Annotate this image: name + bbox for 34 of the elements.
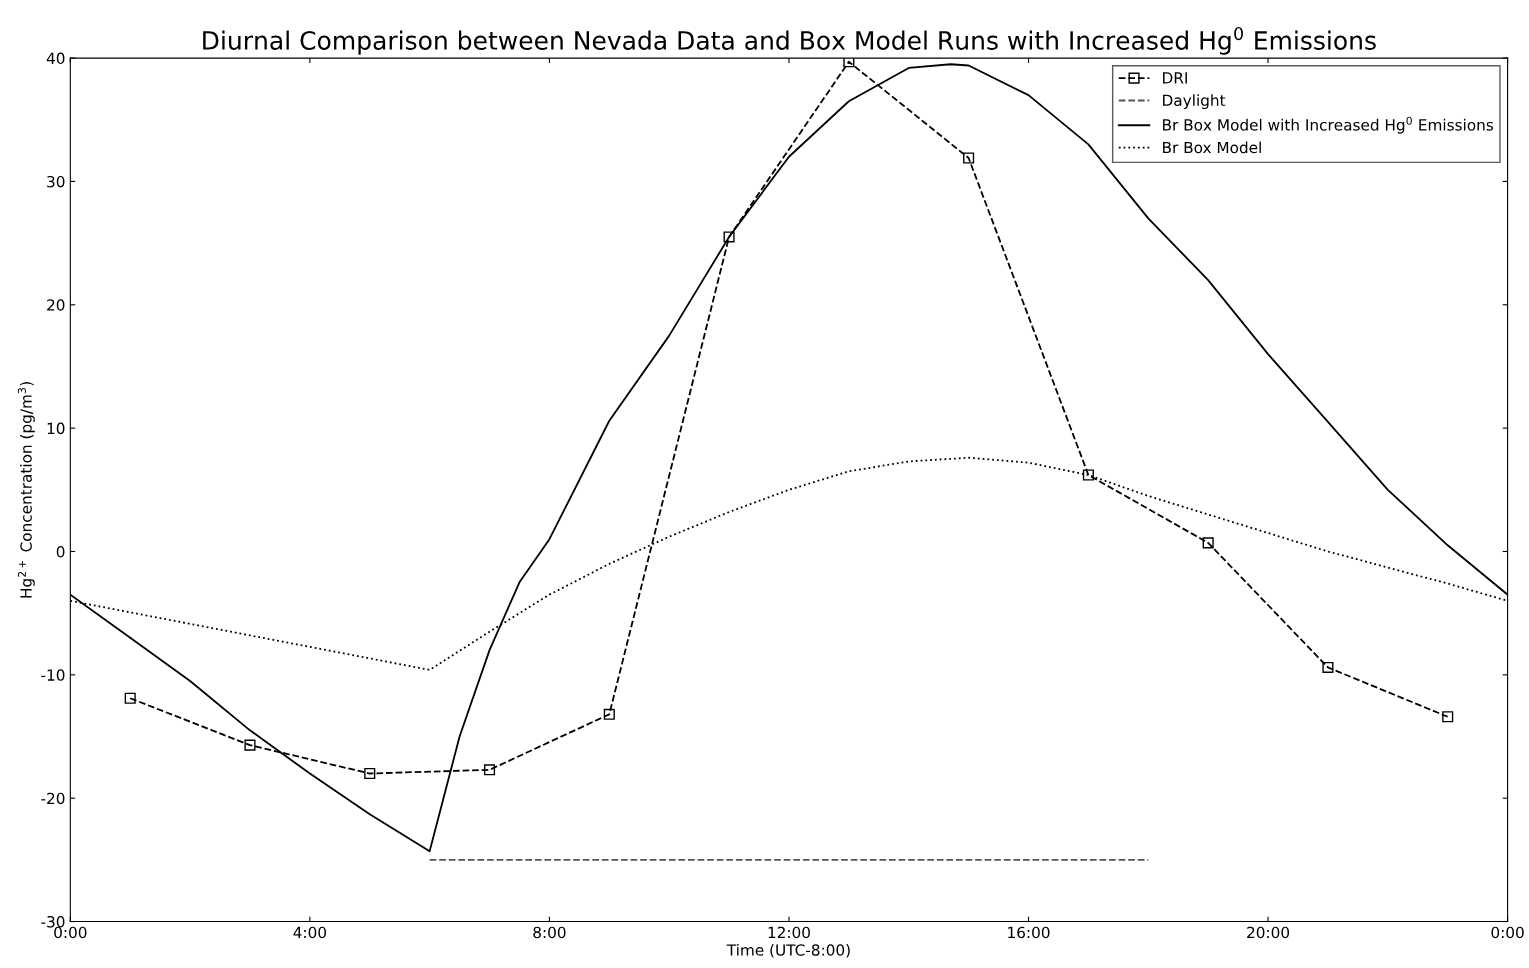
point	[603, 708, 615, 720]
y-tick-label: 30	[47, 175, 65, 188]
point	[1082, 469, 1094, 481]
x-tick-label: 8:00	[533, 926, 566, 939]
y-tick-label: -10	[41, 669, 65, 681]
point	[364, 767, 376, 780]
point	[1442, 711, 1454, 723]
point	[1322, 661, 1334, 673]
y-tick-label: -30	[41, 916, 65, 928]
y-tick-label: -20	[41, 792, 65, 805]
point	[843, 58, 855, 68]
point	[244, 739, 256, 751]
y-tick-label: 40	[46, 52, 65, 65]
x-tick-label: 4:00	[293, 926, 327, 939]
legend-label: Br Box Model	[1163, 141, 1261, 154]
point	[723, 231, 735, 243]
x-tick-label: 12:00	[768, 926, 810, 939]
legend-label: Br Box Model with Increased Hg$^{0}$ Emissions	[1163, 116, 1494, 134]
y-axis-title: Hg$^{2+}$ Concentration (pg/m$^{3}$)	[17, 382, 35, 598]
y-tick-label: 10	[47, 422, 65, 435]
chart-title: Diurnal Comparison between Nevada Data and Box Model Runs with Increased Hg$^{0}$ Emissions	[203, 27, 1376, 55]
x-tick-label: 16:00	[1008, 926, 1050, 939]
legend-label: DRI	[1163, 72, 1187, 84]
point	[124, 692, 136, 704]
x-axis-title: Time (UTC-8:00)	[726, 943, 850, 958]
y-tick-label: 20	[47, 299, 65, 311]
point	[483, 764, 496, 776]
x-tick-label: 0:00	[1491, 926, 1524, 939]
point	[1202, 537, 1214, 549]
x-tick-label: 20:00	[1247, 926, 1290, 939]
x-tick-label: 0:00	[54, 926, 87, 939]
point	[963, 152, 975, 164]
y-tick-label: 0	[56, 545, 65, 558]
legend-label: Daylight	[1163, 94, 1226, 110]
